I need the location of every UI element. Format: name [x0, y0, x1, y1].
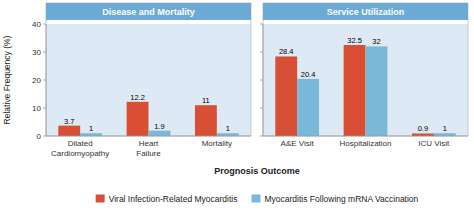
x-axis-line: [46, 136, 251, 137]
panel-border: [46, 3, 251, 136]
bar: [80, 133, 102, 136]
legend: Viral Infection-Related Myocarditis Myoca…: [96, 194, 419, 204]
plot-background: [263, 24, 468, 136]
y-tick: [260, 136, 263, 137]
y-tick-label: 40: [32, 20, 41, 29]
panel: Service Utilization 28.4 32.5 0.9 20.4 32 1 A&E…: [260, 3, 468, 148]
x-tick-label-line: Failure: [136, 149, 161, 158]
y-tick: [43, 108, 46, 109]
x-axis-label: Prognosis Outcome: [214, 166, 300, 176]
x-tick-label: Mortality: [202, 139, 232, 148]
panel: Disease and Mortality3.712.21111.9101020…: [2, 3, 251, 158]
y-tick: [260, 24, 263, 25]
x-tick-label: ICU Visit: [418, 139, 450, 148]
y-tick: [43, 24, 46, 25]
x-tick-label-line: Heart: [139, 139, 159, 148]
bar: [434, 133, 456, 136]
y-tick-label: 0: [37, 132, 42, 141]
y-tick: [43, 136, 46, 137]
bar: [217, 133, 239, 136]
data-label: 1: [226, 124, 230, 133]
panel-title: Service Utilization: [327, 7, 405, 17]
legend-entry: Viral Infection-Related Myocarditis: [109, 194, 238, 204]
title-banner: [263, 3, 468, 20]
x-tick-label-line: Mortality: [202, 139, 232, 148]
data-label: 11: [202, 96, 210, 105]
bar: [275, 56, 297, 136]
x-tick-label-line: A&E Visit: [281, 139, 315, 148]
data-label: 1: [443, 124, 447, 133]
data-label: 28.4: [279, 47, 294, 56]
bar: [58, 126, 80, 136]
y-tick: [43, 52, 46, 53]
bar: [195, 105, 217, 136]
data-label: 12.2: [130, 93, 145, 102]
y-axis-label: Relative Frequency (%): [2, 35, 12, 124]
bars: [58, 102, 238, 136]
x-tick-label: A&E Visit: [281, 139, 315, 148]
data-label: 1: [89, 124, 93, 133]
bars: [275, 45, 455, 136]
x-tick-label-line: Cardiomyopathy: [51, 149, 109, 158]
plot-background: [46, 24, 251, 136]
x-tick-label: HeartFailure: [136, 139, 161, 158]
bar: [366, 46, 388, 136]
data-label: 0.9: [418, 124, 428, 133]
x-tick-label: DilatedCardiomyopathy: [51, 139, 109, 158]
x-tick-label-line: Hospitalization: [339, 139, 391, 148]
panel-border: [263, 3, 468, 136]
y-tick-label: 30: [32, 48, 41, 57]
x-tick-label: Hospitalization: [339, 139, 391, 148]
title-banner: [46, 3, 251, 20]
y-tick-label: 20: [32, 76, 41, 85]
data-label: 1.9: [154, 122, 164, 131]
x-tick-label-line: ICU Visit: [418, 139, 450, 148]
legend-swatch: [96, 195, 105, 203]
bar: [344, 45, 366, 136]
data-label: 32.5: [347, 36, 362, 45]
panel-title: Disease and Mortality: [102, 7, 195, 17]
y-tick: [260, 80, 263, 81]
y-tick: [260, 108, 263, 109]
y-tick: [43, 80, 46, 81]
data-label: 3.7: [64, 117, 74, 126]
legend-entry: Myocarditis Following mRNA Vaccination: [264, 194, 418, 204]
chart-root: Disease and Mortality3.712.21111.9101020…: [0, 0, 474, 221]
x-tick-label-line: Dilated: [68, 139, 93, 148]
x-axis-line: [263, 136, 468, 137]
y-tick: [260, 52, 263, 53]
bar: [127, 102, 149, 136]
data-label: 32: [372, 37, 380, 46]
bar: [297, 79, 319, 136]
bar: [149, 131, 171, 136]
y-tick-label: 10: [32, 104, 41, 113]
legend-swatch: [251, 195, 260, 203]
data-label: 20.4: [301, 70, 316, 79]
